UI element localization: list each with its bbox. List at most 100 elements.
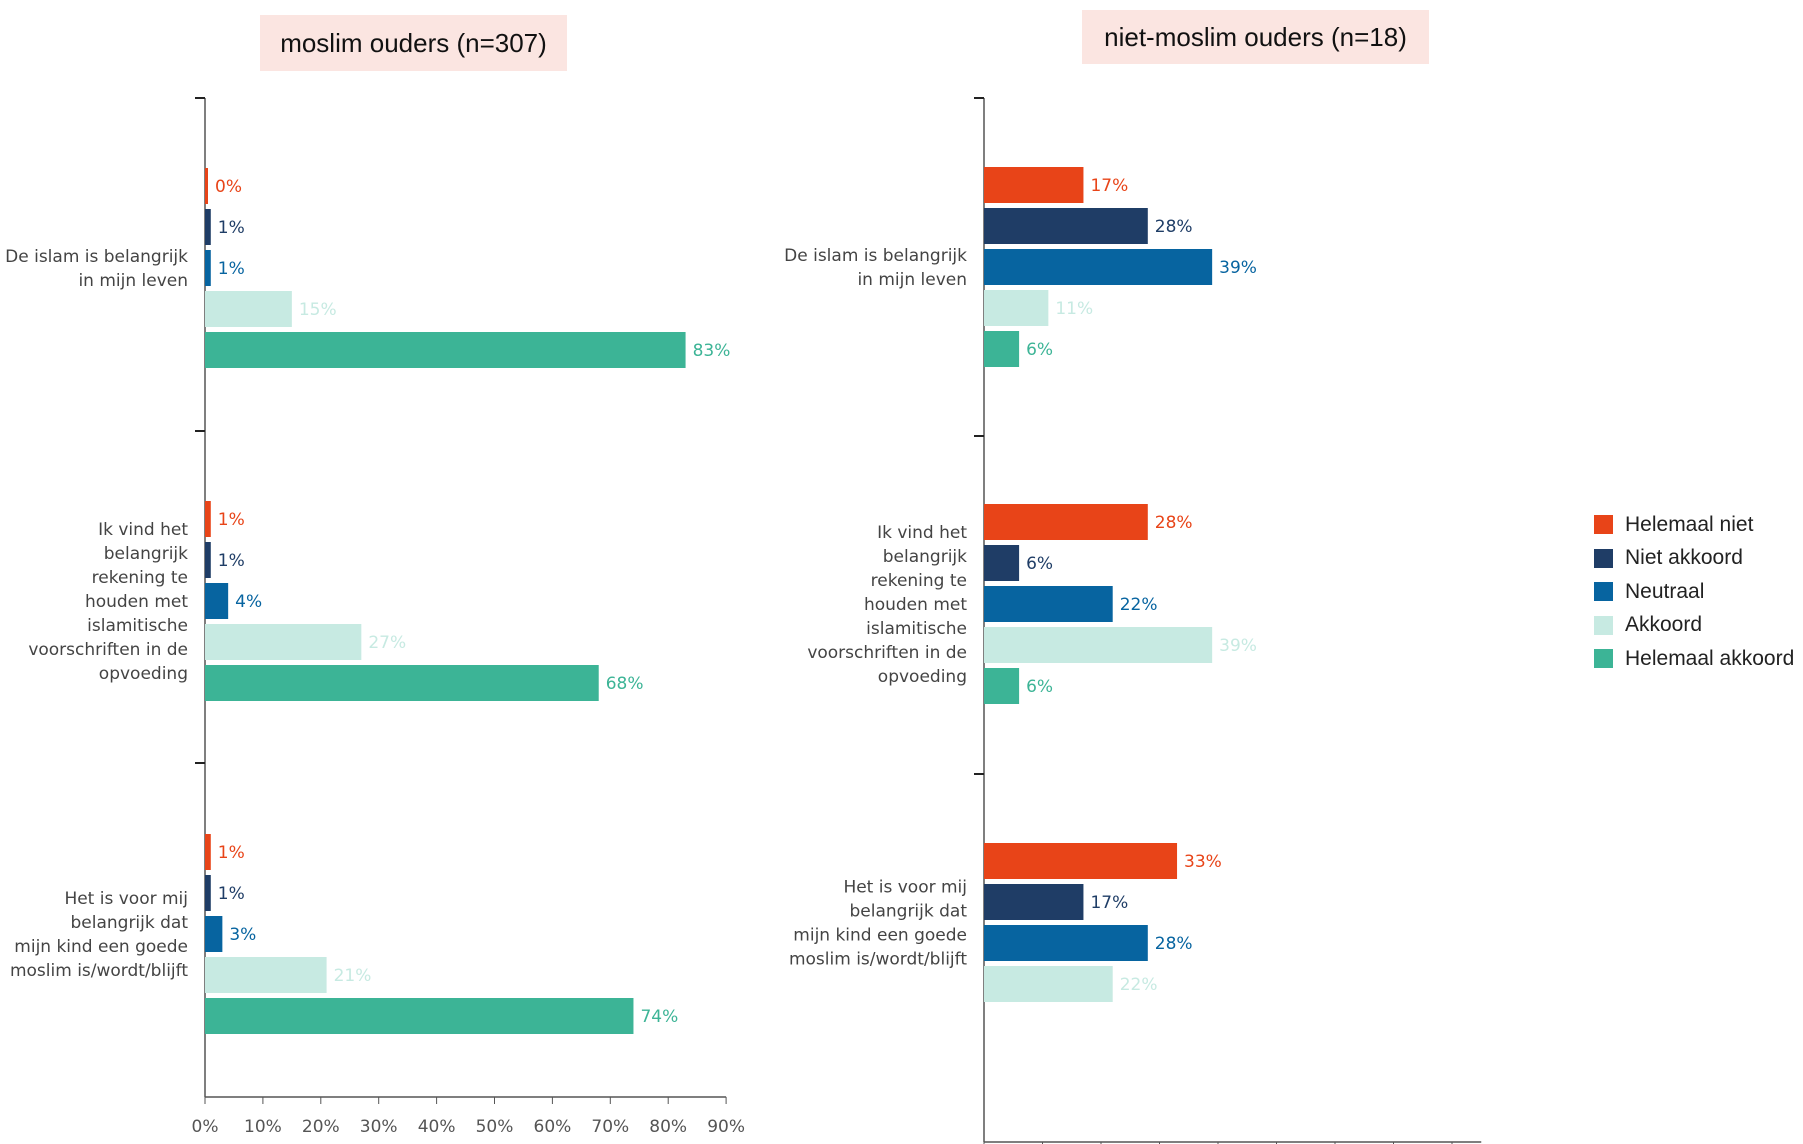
legend-label: Akkoord	[1625, 613, 1703, 637]
legend-swatch-neutraal	[1594, 582, 1613, 602]
data-label: 1%	[218, 551, 245, 571]
bar	[984, 586, 1113, 622]
data-label: 17%	[1090, 893, 1128, 913]
bar	[984, 668, 1020, 704]
legend-label: Helemaal niet	[1625, 512, 1754, 536]
data-label: 39%	[1219, 636, 1257, 656]
data-label: 28%	[1155, 513, 1193, 533]
data-label: 6%	[1026, 340, 1053, 360]
data-label: 28%	[1155, 217, 1193, 237]
bar	[984, 331, 1020, 367]
data-label: 4%	[235, 592, 262, 612]
bar	[205, 542, 211, 578]
bar	[205, 875, 211, 911]
bar	[205, 332, 686, 368]
bar	[984, 290, 1049, 326]
x-tick-label: 20%	[302, 1117, 340, 1137]
bar	[984, 627, 1213, 663]
x-tick-label: 30%	[360, 1117, 398, 1137]
category-label: Ik vind het	[98, 520, 188, 540]
bar	[205, 916, 223, 952]
legend-label: Niet akkoord	[1625, 546, 1743, 570]
data-label: 74%	[640, 1007, 678, 1027]
category-label: houden met	[85, 592, 188, 612]
bar	[984, 208, 1148, 244]
data-label: 15%	[299, 300, 337, 320]
category-label: rekening te	[871, 571, 967, 591]
bar	[984, 249, 1213, 285]
category-label: opvoeding	[878, 667, 967, 687]
bar	[205, 291, 292, 327]
category-label: belangrijk	[883, 547, 967, 567]
bar	[984, 884, 1084, 920]
category-label: houden met	[864, 595, 967, 615]
bar	[984, 504, 1148, 540]
left-panel-title: moslim ouders (n=307)	[260, 15, 567, 71]
category-label: Het is voor mij	[64, 889, 188, 909]
data-label: 33%	[1184, 852, 1222, 872]
bar	[205, 209, 211, 245]
bar	[205, 250, 211, 286]
data-label: 6%	[1026, 677, 1053, 697]
category-label: Ik vind het	[877, 523, 967, 543]
data-label: 83%	[693, 341, 731, 361]
bar	[205, 957, 327, 993]
category-label: in mijn leven	[78, 271, 188, 291]
bar	[205, 501, 211, 537]
category-label: mijn kind een goede	[14, 937, 188, 957]
right-panel-title: niet-moslim ouders (n=18)	[1082, 10, 1429, 64]
category-label: moslim is/wordt/blijft	[789, 950, 967, 970]
data-label: 22%	[1120, 975, 1158, 995]
category-label: rekening te	[92, 568, 188, 588]
data-label: 21%	[334, 966, 372, 986]
data-label: 1%	[218, 510, 245, 530]
bar	[205, 665, 599, 701]
bar	[205, 168, 208, 204]
data-label: 27%	[368, 633, 406, 653]
category-label: De islam is belangrijk	[784, 246, 967, 266]
legend-label: Neutraal	[1625, 579, 1705, 603]
category-label: mijn kind een goede	[793, 926, 967, 946]
data-label: 11%	[1055, 299, 1093, 319]
legend-swatch-niet-akkoord	[1594, 548, 1613, 568]
category-label: opvoeding	[99, 664, 188, 684]
x-tick-label: 90%	[707, 1117, 745, 1137]
data-label: 3%	[229, 925, 256, 945]
x-tick-label: 40%	[418, 1117, 456, 1137]
legend-swatch-akkoord	[1594, 615, 1613, 635]
category-label: islamitische	[866, 619, 967, 639]
data-label: 1%	[218, 259, 245, 279]
data-label: 28%	[1155, 934, 1193, 954]
bar	[984, 925, 1148, 961]
data-label: 17%	[1090, 176, 1128, 196]
legend-label: Helemaal akkoord	[1625, 646, 1795, 670]
category-label: voorschriften in de	[807, 643, 967, 663]
x-tick-label: 50%	[476, 1117, 514, 1137]
category-label: belangrijk dat	[849, 902, 967, 922]
data-label: 6%	[1026, 554, 1053, 574]
data-label: 1%	[218, 218, 245, 238]
bar	[205, 834, 211, 870]
category-label: in mijn leven	[857, 270, 967, 290]
legend-item-niet-akkoord: Niet akkoord	[1594, 542, 1794, 576]
legend-item-neutraal: Neutraal	[1594, 575, 1794, 609]
legend-swatch-helemaal-niet	[1594, 515, 1613, 535]
bar	[205, 998, 634, 1034]
bar	[205, 583, 229, 619]
bar	[205, 624, 362, 660]
category-label: belangrijk	[104, 544, 188, 564]
x-tick-label: 80%	[649, 1117, 687, 1137]
legend-item-akkoord: Akkoord	[1594, 609, 1794, 643]
category-label: islamitische	[87, 616, 188, 636]
bar	[984, 167, 1084, 203]
category-label: De islam is belangrijk	[5, 247, 188, 267]
legend-item-helemaal-niet: Helemaal niet	[1594, 508, 1794, 542]
data-label: 22%	[1120, 595, 1158, 615]
x-tick-label: 70%	[591, 1117, 629, 1137]
x-tick-label: 10%	[244, 1117, 282, 1137]
legend-swatch-helemaal-akkoord	[1594, 649, 1613, 669]
bar	[984, 966, 1113, 1002]
category-label: moslim is/wordt/blijft	[10, 961, 188, 981]
category-label: Het is voor mij	[843, 878, 967, 898]
